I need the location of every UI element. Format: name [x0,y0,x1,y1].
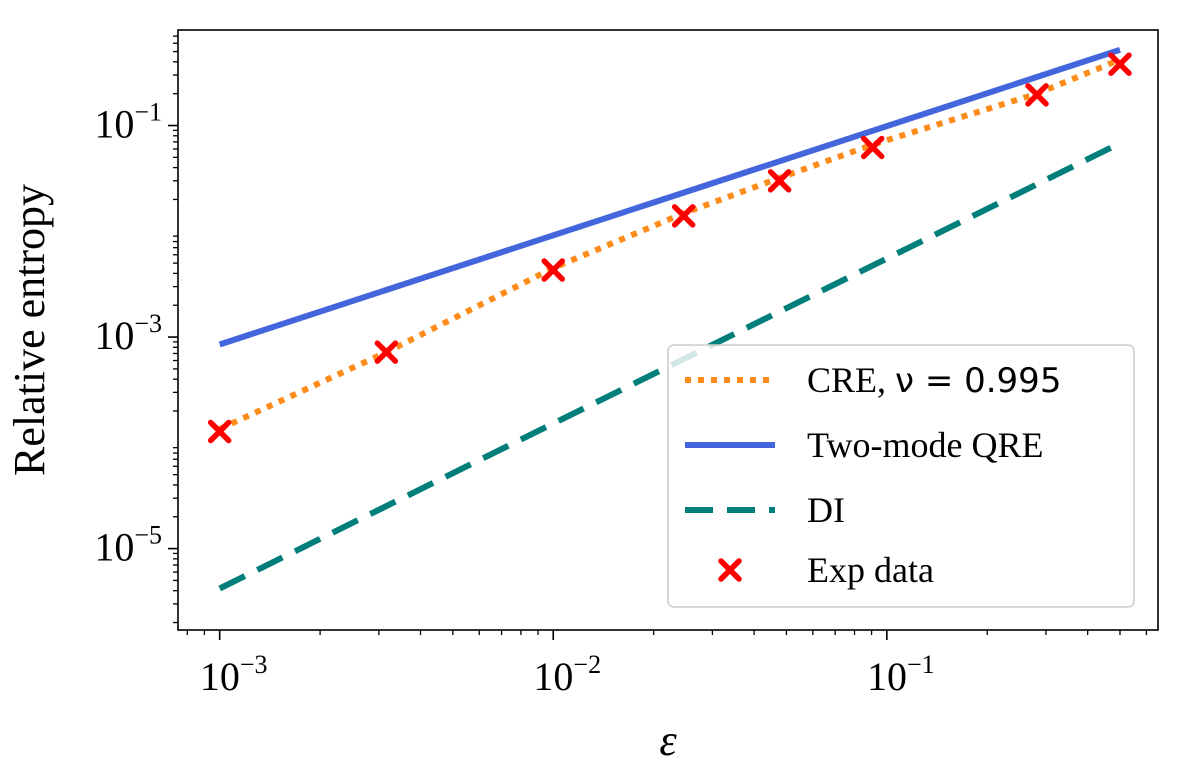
legend-label: Two-mode QRE [807,425,1043,465]
data-point [541,258,566,282]
x-axis-label: ε [659,716,677,765]
data-point [860,135,885,160]
x-tick-label: 10−2 [533,650,601,699]
x-tick-label: 10−3 [200,650,268,699]
legend-label: DI [807,490,845,530]
y-tick-label: 10−1 [94,98,162,147]
legend-marker [718,558,742,582]
data-point [207,419,232,444]
y-tick-label: 10−5 [94,521,162,570]
legend-box [667,344,1135,608]
legend: CRE, ν = 0.995 Two-mode QRE DI Exp data [667,344,1135,608]
series-line [218,56,1122,432]
ticks-layer: 10−3 10−2 10−1 10−1 10−3 10−5 [94,35,1148,699]
x-tick-label: 10−1 [867,650,935,699]
data-point [1108,52,1132,76]
data-point [767,169,792,193]
data-point [671,204,696,228]
series-layer [207,46,1132,592]
plot-frame [177,29,1159,631]
legend-label: CRE, ν = 0.995 [807,360,1061,401]
series-line [218,46,1121,348]
y-axis-label: Relative entropy [5,184,54,476]
data-point [1025,83,1049,107]
data-point [374,340,399,364]
y-tick-label: 10−3 [94,309,162,358]
legend-label: Exp data [807,550,934,590]
